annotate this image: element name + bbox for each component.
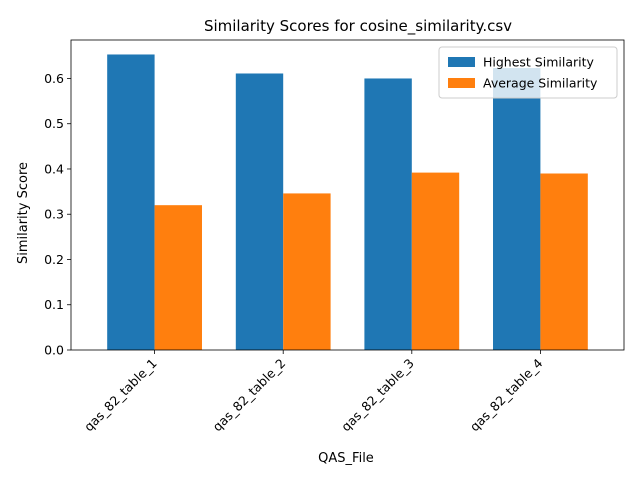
y-tick-label: 0.5 — [44, 116, 64, 131]
bar-highest-2 — [235, 73, 284, 351]
bar-highest-1 — [107, 54, 155, 350]
bar-average-3 — [411, 172, 460, 350]
legend-box — [438, 46, 618, 99]
legend-label: Highest Similarity — [483, 55, 595, 70]
y-tick-label: 0.6 — [44, 71, 64, 86]
y-axis: 0.0 0.1 0.2 0.3 0.4 0.5 0.6 — [44, 71, 71, 358]
y-tick-label: 0.4 — [44, 161, 64, 176]
y-tick-label: 0.1 — [44, 297, 64, 312]
plot-frame — [70, 39, 625, 351]
chart-title: Similarity Scores for cosine_similarity.… — [204, 17, 512, 36]
bar-highest-3 — [364, 78, 412, 350]
legend-swatch — [448, 57, 475, 67]
x-tick-label: qas_82_table_2 — [210, 356, 289, 435]
y-axis-label: Similarity Score — [16, 162, 31, 264]
bar-average-2 — [283, 193, 331, 350]
bar-average-4 — [540, 173, 588, 350]
legend-label: Average Similarity — [483, 76, 598, 91]
legend: Highest Similarity Average Similarity — [438, 46, 618, 99]
x-tick-label: qas_82_table_4 — [467, 355, 546, 434]
y-tick-label: 0.0 — [44, 343, 64, 358]
x-axis: qas_82_table_1 qas_82_table_2 qas_82_table… — [81, 350, 546, 434]
bar-average-1 — [154, 205, 202, 350]
bar-highest-4 — [493, 68, 541, 350]
plot-area — [70, 39, 625, 351]
x-axis-label: QAS_File — [318, 451, 374, 466]
x-tick-label: qas_82_table_3 — [338, 356, 417, 435]
legend-swatch — [448, 78, 475, 88]
x-tick-label: qas_82_table_1 — [81, 356, 160, 435]
y-tick-label: 0.2 — [44, 252, 64, 267]
y-tick-label: 0.3 — [44, 207, 64, 222]
